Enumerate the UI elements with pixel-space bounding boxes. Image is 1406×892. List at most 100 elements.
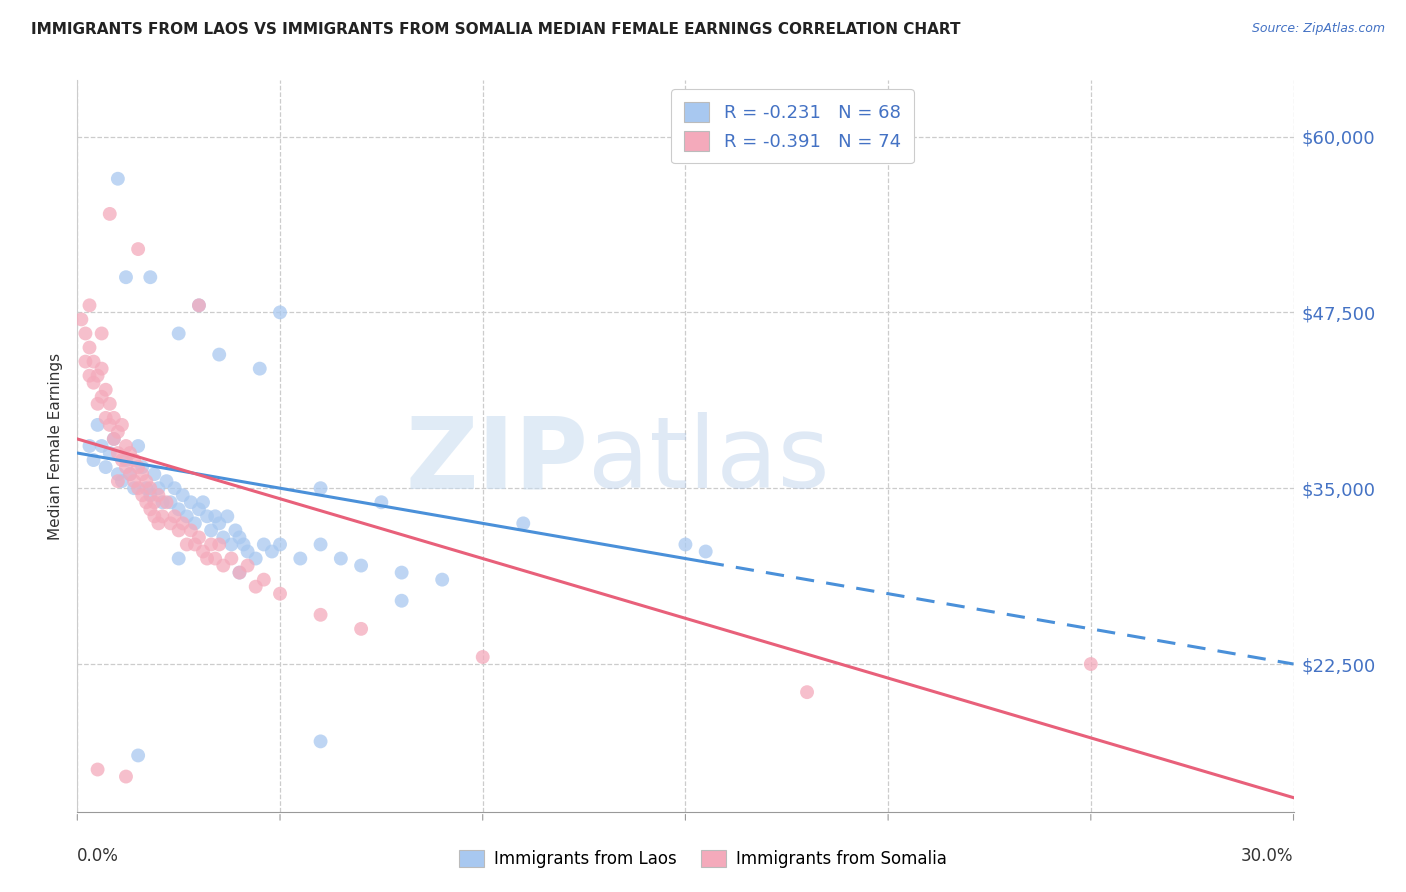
Point bbox=[148, 516, 170, 531]
Point bbox=[217, 509, 239, 524]
Point bbox=[139, 502, 162, 516]
Point bbox=[236, 558, 259, 573]
Point bbox=[221, 551, 243, 566]
Point bbox=[75, 326, 97, 341]
Text: Source: ZipAtlas.com: Source: ZipAtlas.com bbox=[1251, 22, 1385, 36]
Point bbox=[512, 516, 534, 531]
Point bbox=[1080, 657, 1102, 671]
Point bbox=[309, 537, 332, 551]
Point bbox=[269, 587, 291, 601]
Point bbox=[79, 439, 101, 453]
Point bbox=[796, 685, 818, 699]
Point bbox=[139, 270, 162, 285]
Point bbox=[269, 537, 291, 551]
Point bbox=[180, 524, 202, 538]
Point bbox=[107, 171, 129, 186]
Point bbox=[98, 417, 121, 432]
Point bbox=[107, 467, 129, 482]
Point bbox=[167, 551, 190, 566]
Point bbox=[159, 495, 181, 509]
Point bbox=[176, 537, 198, 551]
Point bbox=[370, 495, 392, 509]
Y-axis label: Median Female Earnings: Median Female Earnings bbox=[48, 352, 63, 540]
Point bbox=[212, 558, 235, 573]
Point bbox=[159, 516, 181, 531]
Point bbox=[188, 298, 211, 312]
Point bbox=[167, 524, 190, 538]
Point bbox=[115, 460, 138, 475]
Point bbox=[184, 516, 207, 531]
Point bbox=[269, 305, 291, 319]
Point bbox=[172, 516, 194, 531]
Point bbox=[224, 524, 246, 538]
Point bbox=[228, 566, 250, 580]
Legend: R = -0.231   N = 68, R = -0.391   N = 74: R = -0.231 N = 68, R = -0.391 N = 74 bbox=[672, 89, 914, 163]
Point bbox=[131, 460, 153, 475]
Point bbox=[191, 544, 214, 558]
Point bbox=[350, 558, 373, 573]
Point bbox=[79, 341, 101, 355]
Point bbox=[188, 298, 211, 312]
Point bbox=[122, 481, 145, 495]
Point bbox=[200, 537, 222, 551]
Point bbox=[172, 488, 194, 502]
Point bbox=[195, 551, 218, 566]
Point bbox=[86, 397, 108, 411]
Point bbox=[204, 551, 226, 566]
Point bbox=[200, 524, 222, 538]
Point bbox=[90, 390, 112, 404]
Point bbox=[148, 488, 170, 502]
Point bbox=[253, 573, 276, 587]
Point bbox=[236, 544, 259, 558]
Point bbox=[155, 474, 177, 488]
Point bbox=[139, 481, 162, 495]
Point bbox=[163, 509, 186, 524]
Point bbox=[103, 432, 125, 446]
Point bbox=[184, 537, 207, 551]
Point bbox=[94, 460, 117, 475]
Point bbox=[167, 502, 190, 516]
Point bbox=[191, 495, 214, 509]
Text: atlas: atlas bbox=[588, 412, 830, 509]
Point bbox=[86, 368, 108, 383]
Point bbox=[309, 734, 332, 748]
Point bbox=[127, 460, 149, 475]
Point bbox=[176, 509, 198, 524]
Point bbox=[221, 537, 243, 551]
Point bbox=[350, 622, 373, 636]
Point bbox=[118, 446, 141, 460]
Point bbox=[118, 467, 141, 482]
Point bbox=[228, 566, 250, 580]
Point bbox=[139, 488, 162, 502]
Point bbox=[86, 763, 108, 777]
Point bbox=[290, 551, 312, 566]
Point bbox=[208, 347, 231, 362]
Point bbox=[245, 580, 267, 594]
Point bbox=[83, 376, 105, 390]
Point bbox=[70, 312, 93, 326]
Point bbox=[86, 417, 108, 432]
Point bbox=[115, 270, 138, 285]
Point bbox=[195, 509, 218, 524]
Text: 30.0%: 30.0% bbox=[1241, 847, 1294, 865]
Point bbox=[118, 467, 141, 482]
Point bbox=[107, 446, 129, 460]
Point bbox=[103, 410, 125, 425]
Point bbox=[143, 495, 166, 509]
Point bbox=[107, 474, 129, 488]
Point bbox=[111, 417, 134, 432]
Point bbox=[79, 368, 101, 383]
Point bbox=[148, 481, 170, 495]
Point bbox=[152, 495, 174, 509]
Point bbox=[391, 566, 413, 580]
Point bbox=[98, 397, 121, 411]
Point bbox=[122, 474, 145, 488]
Point bbox=[204, 509, 226, 524]
Point bbox=[90, 326, 112, 341]
Point bbox=[232, 537, 254, 551]
Point bbox=[260, 544, 283, 558]
Point bbox=[79, 298, 101, 312]
Point bbox=[675, 537, 697, 551]
Point bbox=[155, 495, 177, 509]
Point bbox=[75, 354, 97, 368]
